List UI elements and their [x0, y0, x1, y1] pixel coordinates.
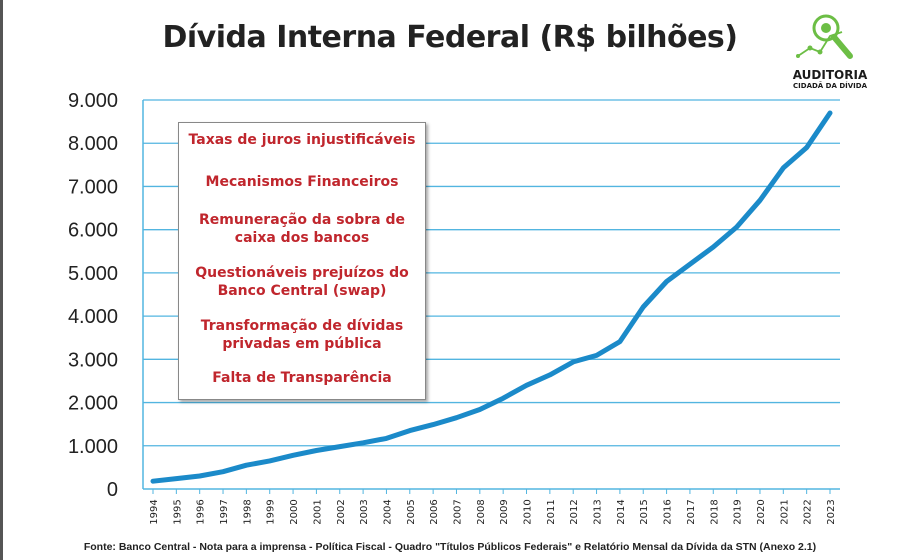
y-tick-label: 6.000	[68, 220, 118, 242]
x-tick-labels: 1994 1995 1996 1997 1998 1999 2000 2001 2002 2003…	[149, 499, 837, 524]
y-tick-label: 8.000	[68, 133, 118, 155]
x-tick-label: 2021	[779, 499, 790, 524]
x-tick-label: 2020	[756, 499, 767, 524]
annotation-text: Transformação de dívidas	[200, 318, 404, 334]
brand-name: AUDITORIA	[792, 68, 868, 82]
x-tick-label: 2016	[663, 499, 674, 524]
brand-logo: AUDITORIA CIDADÃ DA DÍVIDA	[770, 6, 890, 90]
x-tick-label: 2000	[289, 499, 300, 524]
x-tick-label: 2008	[476, 499, 487, 524]
brand-tagline: CIDADÃ DA DÍVIDA	[793, 82, 867, 90]
chart-title: Dívida Interna Federal (R$ bilhões)	[162, 20, 739, 55]
y-tick-label: 2.000	[68, 393, 118, 415]
annotation-box: Taxas de juros injustificáveis Mecanismos…	[178, 122, 426, 400]
annotation-text: Questionáveis prejuízos do	[195, 265, 409, 281]
x-tick-label: 2001	[312, 499, 323, 524]
annotation-text: privadas em pública	[222, 336, 382, 352]
x-tick-label: 2003	[359, 499, 370, 524]
x-tick-label: 2004	[382, 499, 393, 524]
x-tick-label: 2007	[452, 499, 463, 524]
axes	[142, 100, 840, 494]
y-tick-label: 9.000	[68, 90, 118, 112]
x-tick-label: 2019	[733, 499, 744, 524]
y-tick-label: 0	[107, 479, 118, 501]
annotation-text: Remuneração da sobra de	[199, 212, 405, 228]
x-tick-label: 2010	[523, 499, 534, 524]
x-tick-label: 2022	[803, 499, 814, 524]
x-tick-label: 1994	[149, 499, 160, 524]
x-tick-label: 1999	[266, 499, 277, 524]
x-tick-label: 2009	[499, 499, 510, 524]
x-tick-label: 2005	[406, 499, 417, 524]
x-tick-label: 1995	[172, 499, 183, 524]
series-layer	[150, 110, 833, 484]
x-tick-label: 2013	[593, 499, 604, 524]
x-tick-label: 1997	[219, 499, 230, 524]
x-tick-label: 2017	[686, 499, 697, 524]
annotation-text: Mecanismos Financeiros	[205, 174, 399, 190]
y-tick-labels: 0 1.000 2.000 3.000 4.000 5.000 6.000 7.000 8.00…	[68, 90, 118, 501]
series-line	[150, 110, 833, 484]
x-tick-label: 2002	[336, 499, 347, 524]
x-tick-label: 2006	[429, 499, 440, 524]
annotation-text: caixa dos bancos	[234, 230, 370, 246]
annotation-text: Taxas de juros injustificáveis	[188, 132, 416, 148]
x-tick-label: 2014	[616, 499, 627, 524]
left-frame-border	[0, 0, 3, 560]
y-tick-label: 5.000	[68, 263, 118, 285]
x-tick-label: 2015	[639, 499, 650, 524]
annotation-text: Banco Central (swap)	[217, 283, 387, 299]
source-note: Fonte: Banco Central - Nota para a impre…	[83, 541, 817, 553]
y-tick-label: 7.000	[68, 176, 118, 198]
x-tick-label: 2011	[546, 499, 557, 524]
annotation-text: Falta de Transparência	[212, 370, 392, 386]
y-tick-label: 1.000	[68, 436, 118, 458]
x-tick-label: 2012	[569, 499, 580, 524]
x-tick-label: 2023	[826, 499, 837, 524]
x-tick-label: 2018	[709, 499, 720, 524]
x-tick-label: 1996	[196, 499, 207, 524]
y-tick-label: 4.000	[68, 306, 118, 328]
y-tick-label: 3.000	[68, 349, 118, 371]
x-tick-label: 1998	[242, 499, 253, 524]
magnifier-network-icon	[796, 14, 853, 59]
